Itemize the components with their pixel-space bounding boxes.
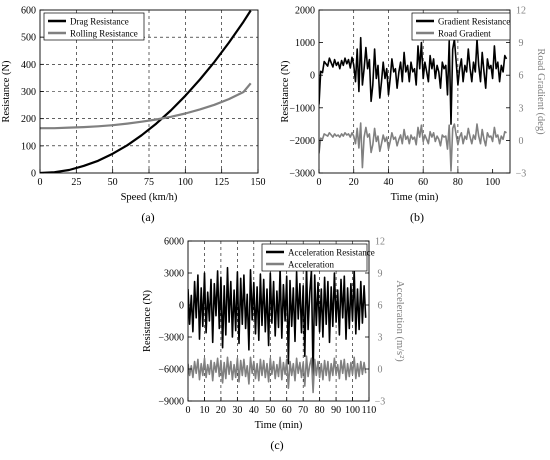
- panel-b-y-tick-label: −2000: [289, 136, 315, 147]
- panel-b-legend-label: Road Gradient: [438, 28, 491, 38]
- panel-b-x-tick-label: 20: [349, 177, 359, 188]
- panel-b-x-axis-label: Time (min): [391, 192, 439, 203]
- panel-c-y-tick-label: 0: [179, 301, 184, 312]
- panel-c-x-tick-label: 90: [331, 405, 341, 416]
- panel-c-label: (c): [270, 438, 283, 452]
- panel-a-legend-box: [43, 12, 145, 41]
- panel-c-x-tick-label: 60: [282, 405, 292, 416]
- panel-c-plot-frame: [187, 240, 370, 402]
- panel-b-legend-label: Gradient Resistance: [438, 16, 510, 26]
- panel-b-y2-axis-label: Road Gradient (deg): [535, 48, 546, 135]
- panel-a-legend-label: Rolling Resistance: [70, 28, 138, 38]
- panel-a-x-tick-label: 125: [214, 177, 229, 188]
- panel-b-x-tick-label: 80: [453, 177, 463, 188]
- panel-c-y2-tick-label: 6: [378, 301, 383, 312]
- panel-b-y2-tick-label: 0: [519, 136, 524, 147]
- panel-c-series-acceleration-resistance: [188, 265, 367, 379]
- panel-a-legend-label: Drag Resistance: [70, 16, 129, 26]
- panel-a-y-tick-label: 0: [31, 169, 36, 180]
- panel-c-x-tick-label: 70: [298, 405, 308, 416]
- panel-c-y2-tick-label: 0: [378, 365, 383, 376]
- panel-a-x-axis-label: Speed (km/h): [121, 192, 178, 203]
- panel-c-x-tick-label: 100: [345, 405, 360, 416]
- panel-b-x-tick-label: 60: [418, 177, 428, 188]
- panel-c-y2-tick-label: 3: [378, 333, 383, 344]
- panel-c-y-tick-label: −9000: [158, 397, 184, 408]
- panel-c-y-axis-label: Resistance (N): [142, 289, 153, 352]
- panel-a-x-tick-label: 50: [108, 177, 118, 188]
- panel-b-x-tick-label: 40: [383, 177, 393, 188]
- panel-b-y-tick-label: −3000: [289, 169, 315, 180]
- panel-a-y-tick-label: 100: [21, 141, 36, 152]
- panel-c-x-tick-label: 110: [362, 405, 377, 416]
- panel-c-x-tick-label: 0: [186, 405, 191, 416]
- panel-c-x-tick-label: 10: [199, 405, 209, 416]
- panel-b-y2-tick-label: 3: [519, 103, 524, 114]
- panel-a-label: (a): [141, 210, 154, 224]
- panel-c-legend-label: Acceleration Resistance: [288, 247, 375, 257]
- panel-c-y2-tick-label: 12: [375, 237, 385, 248]
- panel-c-x-tick-label: 20: [216, 405, 226, 416]
- panel-a-series-drag-resistance: [40, 10, 252, 173]
- panel-b-y2-tick-label: −3: [516, 169, 527, 180]
- panel-b-series-road-gradient: [319, 122, 507, 172]
- panel-c-x-axis-label: Time (min): [255, 420, 303, 431]
- panel-c-y-tick-label: −3000: [158, 333, 184, 344]
- panel-c-series-acceleration: [188, 355, 367, 394]
- panel-b-y-tick-label: 2000: [295, 6, 315, 17]
- panel-a-y-tick-label: 600: [21, 6, 36, 17]
- panel-c-x-tick-label: 40: [249, 405, 259, 416]
- panel-a-y-tick-label: 200: [21, 114, 36, 125]
- panel-b-plot-frame: [318, 9, 511, 174]
- panel-b-y-axis-label: Resistance (N): [280, 60, 291, 123]
- panel-a-y-tick-label: 500: [21, 33, 36, 44]
- panel-a-y-tick-label: 400: [21, 60, 36, 71]
- panel-c-y-tick-label: −6000: [158, 365, 184, 376]
- panel-c-x-tick-label: 80: [315, 405, 325, 416]
- panel-b-y-tick-label: 1000: [295, 38, 315, 49]
- panel-a-x-tick-label: 100: [178, 177, 193, 188]
- panel-a-y-axis-label: Resistance (N): [1, 60, 12, 123]
- panel-c-y-tick-label: 3000: [164, 269, 184, 280]
- panel-c-y2-tick-label: 9: [378, 269, 383, 280]
- panel-c-y2-tick-label: −3: [375, 397, 386, 408]
- panel-b-y2-tick-label: 9: [519, 38, 524, 49]
- panel-b-legend-box: [411, 12, 511, 41]
- panel-a-x-tick-label: 0: [38, 177, 43, 188]
- panel-b-series-gradient-resistance: [319, 36, 508, 125]
- panel-b-y2-tick-label: 6: [519, 71, 524, 82]
- panel-a-y-tick-label: 300: [21, 87, 36, 98]
- panel-c-legend-box: [261, 243, 368, 272]
- panel-b-x-tick-label: 0: [317, 177, 322, 188]
- panel-a-x-tick-label: 75: [144, 177, 154, 188]
- panel-b-y-tick-label: 0: [310, 71, 315, 82]
- panel-a-x-tick-label: 150: [251, 177, 266, 188]
- panel-c-x-tick-label: 50: [265, 405, 275, 416]
- panel-c-y2-axis-label: Acceleration (m/s²): [394, 280, 405, 362]
- panel-a-series-rolling-resistance: [40, 82, 252, 130]
- panel-b-x-tick-label: 100: [485, 177, 500, 188]
- panel-b-label: (b): [410, 210, 424, 224]
- panel-b-y2-tick-label: 12: [516, 6, 526, 17]
- panel-c-y-tick-label: 6000: [164, 237, 184, 248]
- panel-b-y-tick-label: −1000: [289, 103, 315, 114]
- panel-c-x-tick-label: 30: [232, 405, 242, 416]
- panel-c-legend-label: Acceleration: [288, 259, 334, 269]
- panel-a-x-tick-label: 25: [71, 177, 81, 188]
